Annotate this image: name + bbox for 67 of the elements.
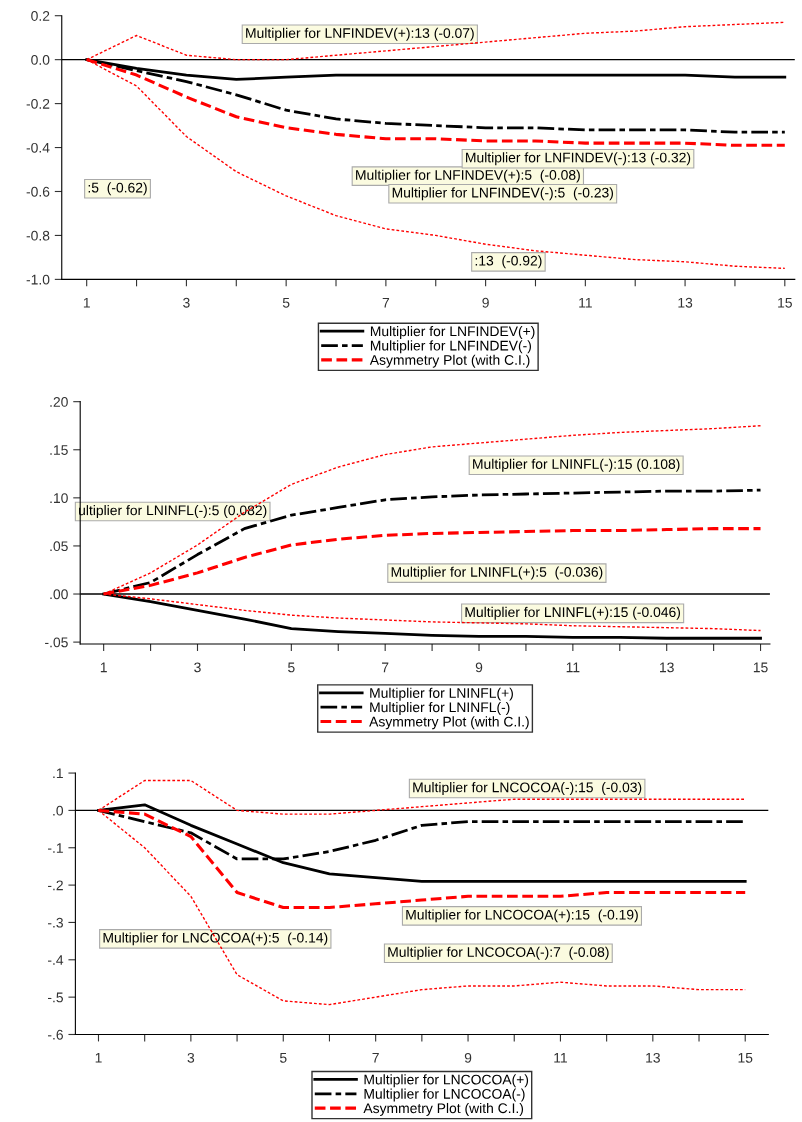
annotation: :5 (-0.62) (88, 182, 147, 196)
x-tick-label: 7 (382, 297, 390, 308)
annotation: Multiplier for LNINFL(+):15 (-0.046) (465, 606, 681, 620)
legend-label: Multiplier for LNCOCOA(-) (364, 1088, 525, 1102)
legend-label: Multiplier for LNINFL(+) (370, 687, 513, 701)
annotation: Multiplier for LNFINDEV(+):5 (-0.08) (356, 169, 580, 183)
x-tick-label: 5 (279, 1053, 287, 1063)
y-tick-label: .05 (50, 541, 68, 552)
x-tick-label: 5 (288, 662, 295, 673)
y-tick-label: -.5 (47, 992, 63, 1003)
x-tick-label: 9 (482, 297, 489, 308)
legend-label: Multiplier for LNCOCOA(+) (364, 1074, 529, 1088)
y-tick-label: -0.6 (26, 186, 50, 197)
y-tick-label: .00 (50, 589, 68, 600)
x-tick-label: 13 (646, 1052, 660, 1063)
annotation: Multiplier for LNCOCOA(+):5 (-0.14) (103, 932, 328, 946)
annotation: Multiplier for LNFINDEV(+):13 (-0.07) (246, 27, 474, 41)
annotation: :13 (-0.92) (475, 255, 542, 269)
annotation: Multiplier for LNFINDEV(-):5 (-0.23) (392, 187, 614, 201)
y-tick-label: -0.4 (26, 142, 50, 153)
x-tick-label: 11 (554, 1053, 567, 1063)
x-tick-label: 9 (475, 662, 483, 673)
legend-label: Asymmetry Plot (with C.I.) (369, 354, 530, 368)
annotation: Multiplier for LNINFL(-):15 (0.108) (473, 458, 680, 472)
annotation: Multiplier for LNCOCOA(+):15 (-0.19) (406, 909, 638, 923)
x-tick-label: 3 (183, 297, 190, 308)
y-tick-label: -.6 (47, 1029, 63, 1040)
x-tick-label: 1 (83, 297, 90, 308)
y-tick-label: .20 (50, 397, 68, 407)
annotation: Multiplier for LNCOCOA(-):7 (-0.08) (388, 946, 609, 960)
x-tick-label: 11 (579, 297, 592, 308)
y-tick-label: .1 (53, 768, 63, 779)
x-tick-label: 15 (738, 1053, 753, 1063)
x-tick-label: 7 (372, 1053, 379, 1063)
y-tick-label: -0.2 (26, 98, 50, 109)
y-tick-label: -.2 (47, 880, 63, 891)
x-tick-label: 13 (660, 662, 674, 673)
x-tick-label: 1 (95, 1053, 102, 1063)
x-tick-label: 15 (753, 662, 768, 673)
x-tick-label: 5 (282, 297, 290, 308)
y-tick-label: .15 (50, 445, 68, 455)
legend-label: Asymmetry Plot (with C.I.) (363, 1102, 524, 1116)
y-tick-label: -.4 (47, 955, 64, 965)
y-tick-label: -1.0 (26, 274, 50, 285)
annotation: Multiplier for LNFINDEV(-):13 (-0.32) (466, 152, 691, 166)
legend-label: Multiplier for LNFINDEV(-) (370, 340, 531, 354)
x-tick-label: 11 (566, 662, 580, 673)
x-tick-label: 3 (187, 1052, 195, 1063)
annotation: Multiplier for LNINFL(+):5 (-0.036) (391, 566, 603, 580)
x-tick-label: 1 (100, 662, 107, 673)
y-tick-label: .0 (53, 805, 64, 816)
y-tick-label: 0.0 (31, 54, 50, 65)
x-tick-label: 9 (464, 1052, 472, 1063)
y-tick-label: -.05 (45, 637, 68, 648)
x-tick-label: 3 (194, 662, 201, 673)
legend-label: Multiplier for LNFINDEV(+) (370, 326, 535, 339)
y-tick-label: -0.8 (26, 230, 50, 241)
x-tick-label: 13 (678, 297, 693, 308)
y-tick-label: -.1 (47, 843, 63, 853)
y-tick-label: -.3 (47, 917, 63, 928)
legend-label: Multiplier for LNINFL(-) (370, 702, 510, 715)
y-tick-label: 0.2 (31, 11, 50, 21)
annotation: Multiplier for LNCOCOA(-):15 (-0.03) (413, 782, 642, 796)
x-tick-label: 15 (778, 297, 792, 308)
legend-label: Asymmetry Plot (with C.I.) (369, 716, 529, 730)
x-tick-label: 7 (382, 662, 389, 673)
y-tick-label: .10 (50, 493, 68, 504)
